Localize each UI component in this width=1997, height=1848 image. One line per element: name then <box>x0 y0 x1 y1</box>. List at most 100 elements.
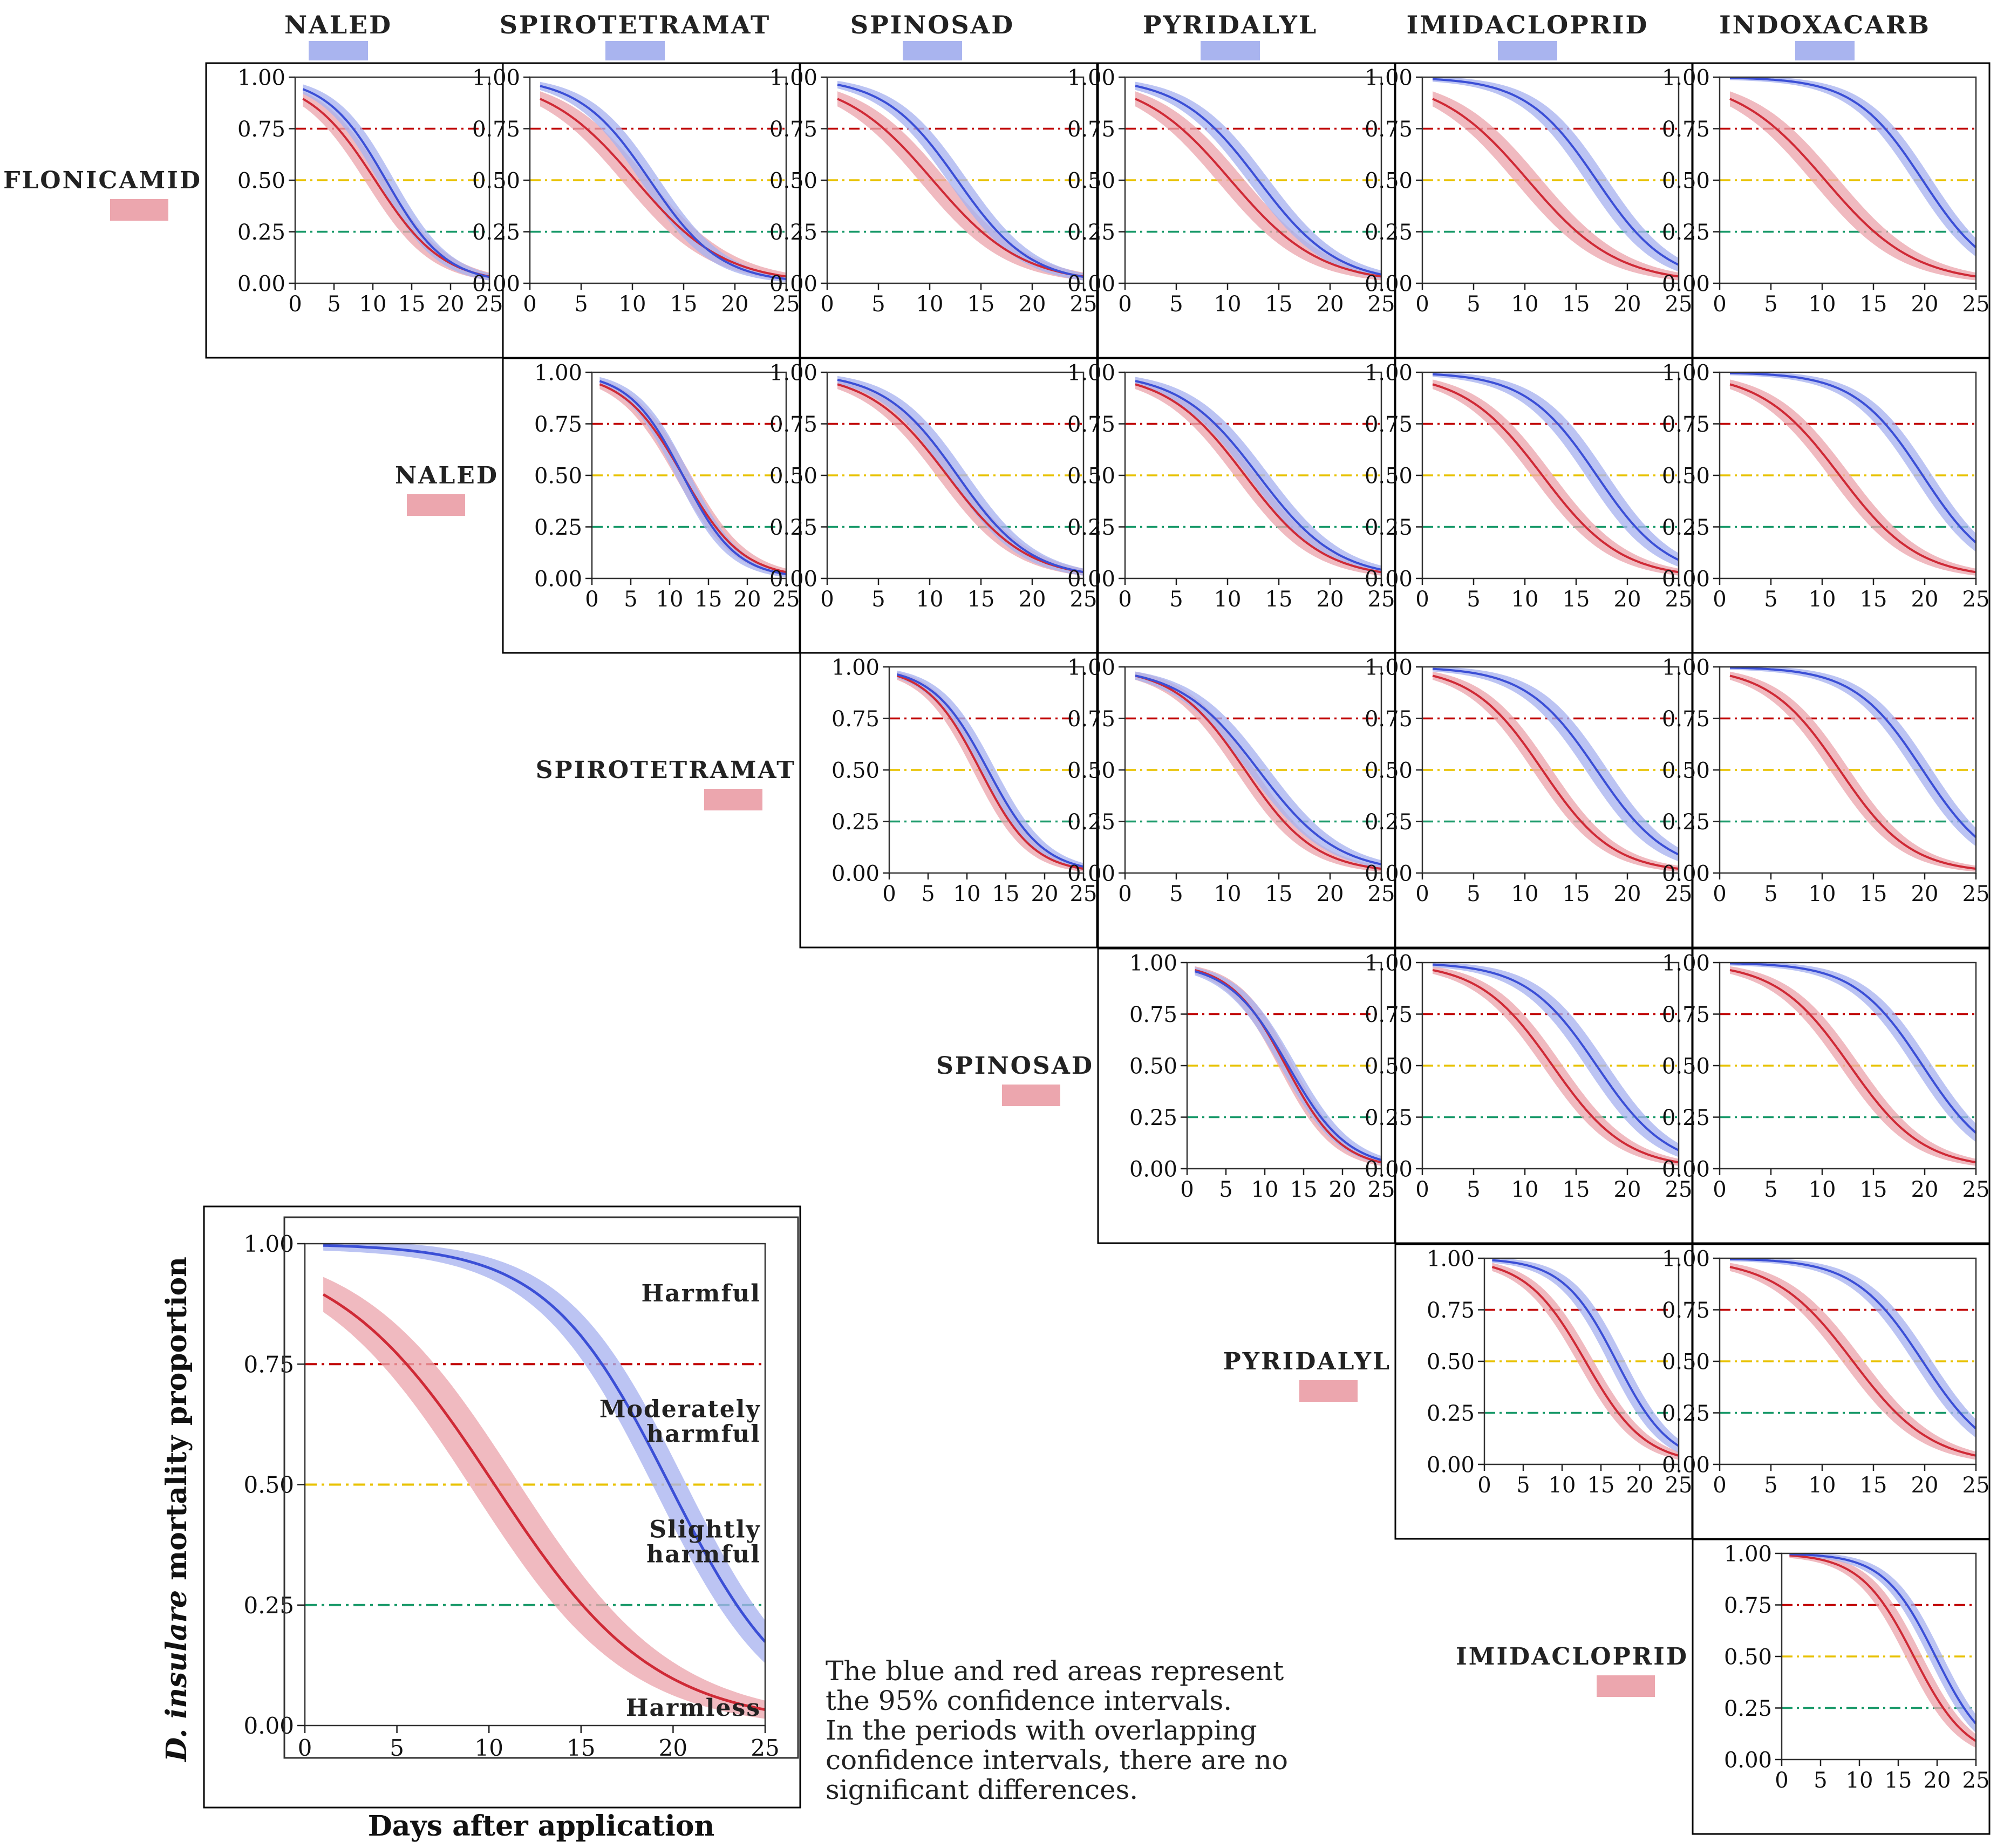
y-tick-label: 0.75 <box>1427 1298 1475 1323</box>
y-tick-label: 1.00 <box>1724 1542 1772 1566</box>
blue-confidence-band <box>1433 963 1679 1157</box>
x-tick-label: 5 <box>871 587 885 612</box>
panel-naled-vs-spirotetramat: 0.00 0.25 0.50 0.75 1.00 0 5 10 15 20 25 <box>502 357 801 654</box>
y-tick-label: 1.00 <box>831 655 880 680</box>
x-tick-label: 5 <box>871 292 885 317</box>
x-tick-label: 10 <box>1214 882 1242 906</box>
blue-mortality-curve <box>1135 85 1382 276</box>
x-tick-label: 10 <box>1809 587 1836 612</box>
x-tick-label: 20 <box>1614 292 1641 317</box>
x-tick-label: 20 <box>1911 882 1939 906</box>
y-tick-label: 0.50 <box>1067 758 1115 783</box>
y-tick-label: 1.00 <box>472 65 520 90</box>
x-tick-label: 5 <box>1169 882 1183 906</box>
x-tick-label: 20 <box>1317 587 1344 612</box>
x-tick-label: 25 <box>1070 882 1098 906</box>
row-swatch-spinosad <box>1002 1085 1060 1106</box>
panel-spinosad-vs-indoxacarb: 0.00 0.25 0.50 0.75 1.00 0 5 10 15 20 25 <box>1662 947 1991 1244</box>
row-header-pyridalyl: PYRIDALYL <box>1223 1348 1391 1375</box>
y-tick-label: 0.00 <box>1662 861 1710 886</box>
x-tick-label: 5 <box>1764 587 1777 612</box>
row-swatch-flonicamid <box>110 199 168 221</box>
x-tick-label: 5 <box>1169 292 1183 317</box>
x-tick-label: 0 <box>298 1735 312 1761</box>
panel-naled-vs-pyridalyl: 0.00 0.25 0.50 0.75 1.00 0 5 10 15 20 25 <box>1067 357 1396 654</box>
red-mortality-curve <box>896 674 1084 870</box>
panel-imidacloprid-vs-indoxacarb: 0.00 0.25 0.50 0.75 1.00 0 5 10 15 20 25 <box>1692 1538 1991 1835</box>
y-tick-label: 0.25 <box>1067 515 1115 540</box>
red-mortality-curve <box>1194 969 1382 1164</box>
panel-naled-vs-spinosad: 0.00 0.25 0.50 0.75 1.00 0 5 10 15 20 25 <box>769 357 1098 654</box>
x-tick-label: 15 <box>1587 1473 1615 1498</box>
panel-flonicamid-vs-pyridalyl: 0.00 0.25 0.50 0.75 1.00 0 5 10 15 20 25 <box>1067 62 1396 359</box>
x-tick-label: 10 <box>1214 292 1242 317</box>
column-header-indoxacarb: INDOXACARB <box>1719 10 1931 39</box>
red-mortality-curve <box>1135 98 1382 278</box>
red-confidence-band <box>1789 1553 1976 1748</box>
panel-naled-vs-indoxacarb: 0.00 0.25 0.50 0.75 1.00 0 5 10 15 20 25 <box>1662 357 1991 654</box>
column-header-spinosad: SPINOSAD <box>850 10 1014 39</box>
x-tick-label: 0 <box>1118 587 1132 612</box>
y-tick-label: 0.50 <box>769 168 817 193</box>
x-tick-label: 5 <box>1169 587 1183 612</box>
x-axis-title: Days after application <box>368 1810 715 1843</box>
blue-mortality-curve <box>1135 380 1382 571</box>
zone-label-harmless: Harmless <box>626 1694 761 1722</box>
x-tick-label: 0 <box>288 292 302 317</box>
y-tick-label: 0.00 <box>1662 1157 1710 1182</box>
x-tick-label: 0 <box>1415 1177 1429 1202</box>
y-tick-label: 0.25 <box>243 1592 294 1619</box>
panel-flonicamid-vs-indoxacarb: 0.00 0.25 0.50 0.75 1.00 0 5 10 15 20 25 <box>1662 62 1991 359</box>
y-tick-label: 0.50 <box>1662 1054 1710 1079</box>
y-tick-label: 0.25 <box>1365 810 1413 835</box>
y-axis-title-measure: mortality proportion <box>160 1257 193 1590</box>
x-tick-label: 20 <box>1019 292 1046 317</box>
x-tick-label: 15 <box>1265 587 1293 612</box>
x-tick-label: 20 <box>1614 1177 1641 1202</box>
y-tick-label: 1.00 <box>1365 65 1413 90</box>
x-tick-label: 0 <box>1713 1473 1726 1498</box>
y-tick-label: 0.00 <box>1724 1748 1772 1772</box>
note-line: significant differences. <box>826 1774 1138 1805</box>
x-tick-label: 0 <box>1180 1177 1194 1202</box>
red-mortality-curve <box>1432 674 1679 870</box>
x-tick-label: 20 <box>1614 587 1641 612</box>
y-tick-label: 0.25 <box>1129 1106 1177 1130</box>
x-tick-label: 10 <box>1549 1473 1576 1498</box>
y-tick-label: 0.00 <box>243 1713 294 1739</box>
x-tick-label: 10 <box>1511 292 1539 317</box>
y-tick-label: 0.50 <box>237 168 285 193</box>
row-header-naled: NALED <box>395 462 499 489</box>
x-tick-label: 5 <box>624 587 637 612</box>
blue-confidence-band <box>1433 667 1679 862</box>
x-tick-label: 0 <box>882 882 896 906</box>
y-tick-label: 0.50 <box>1365 1054 1413 1079</box>
x-tick-label: 5 <box>1764 1177 1777 1202</box>
y-tick-label: 0.50 <box>1365 168 1413 193</box>
x-tick-label: 5 <box>1764 882 1777 906</box>
red-mortality-curve <box>540 98 787 278</box>
y-tick-label: 0.25 <box>1662 515 1710 540</box>
x-tick-label: 15 <box>967 292 995 317</box>
y-tick-label: 0.00 <box>831 861 880 886</box>
x-tick-label: 5 <box>1516 1473 1530 1498</box>
x-tick-label: 0 <box>1713 292 1726 317</box>
blue-mortality-curve <box>1729 666 1977 838</box>
x-tick-label: 15 <box>1265 292 1293 317</box>
red-mortality-curve <box>837 383 1084 574</box>
x-tick-label: 10 <box>1214 587 1242 612</box>
y-axis-title-species: D. insulare <box>160 1590 193 1763</box>
x-tick-label: 15 <box>1290 1177 1318 1202</box>
y-tick-label: 0.00 <box>1662 567 1710 591</box>
y-tick-label: 0.75 <box>1724 1593 1772 1618</box>
y-tick-label: 0.50 <box>769 463 817 488</box>
row-header-spinosad: SPINOSAD <box>936 1052 1094 1080</box>
y-tick-label: 0.25 <box>1662 1106 1710 1130</box>
x-tick-label: 20 <box>1317 292 1344 317</box>
x-tick-label: 0 <box>820 292 834 317</box>
panel-flonicamid-vs-spinosad: 0.00 0.25 0.50 0.75 1.00 0 5 10 15 20 25 <box>769 62 1098 359</box>
y-tick-label: 0.00 <box>769 271 817 296</box>
y-tick-label: 0.50 <box>243 1472 294 1498</box>
y-tick-label: 0.00 <box>1365 271 1413 296</box>
